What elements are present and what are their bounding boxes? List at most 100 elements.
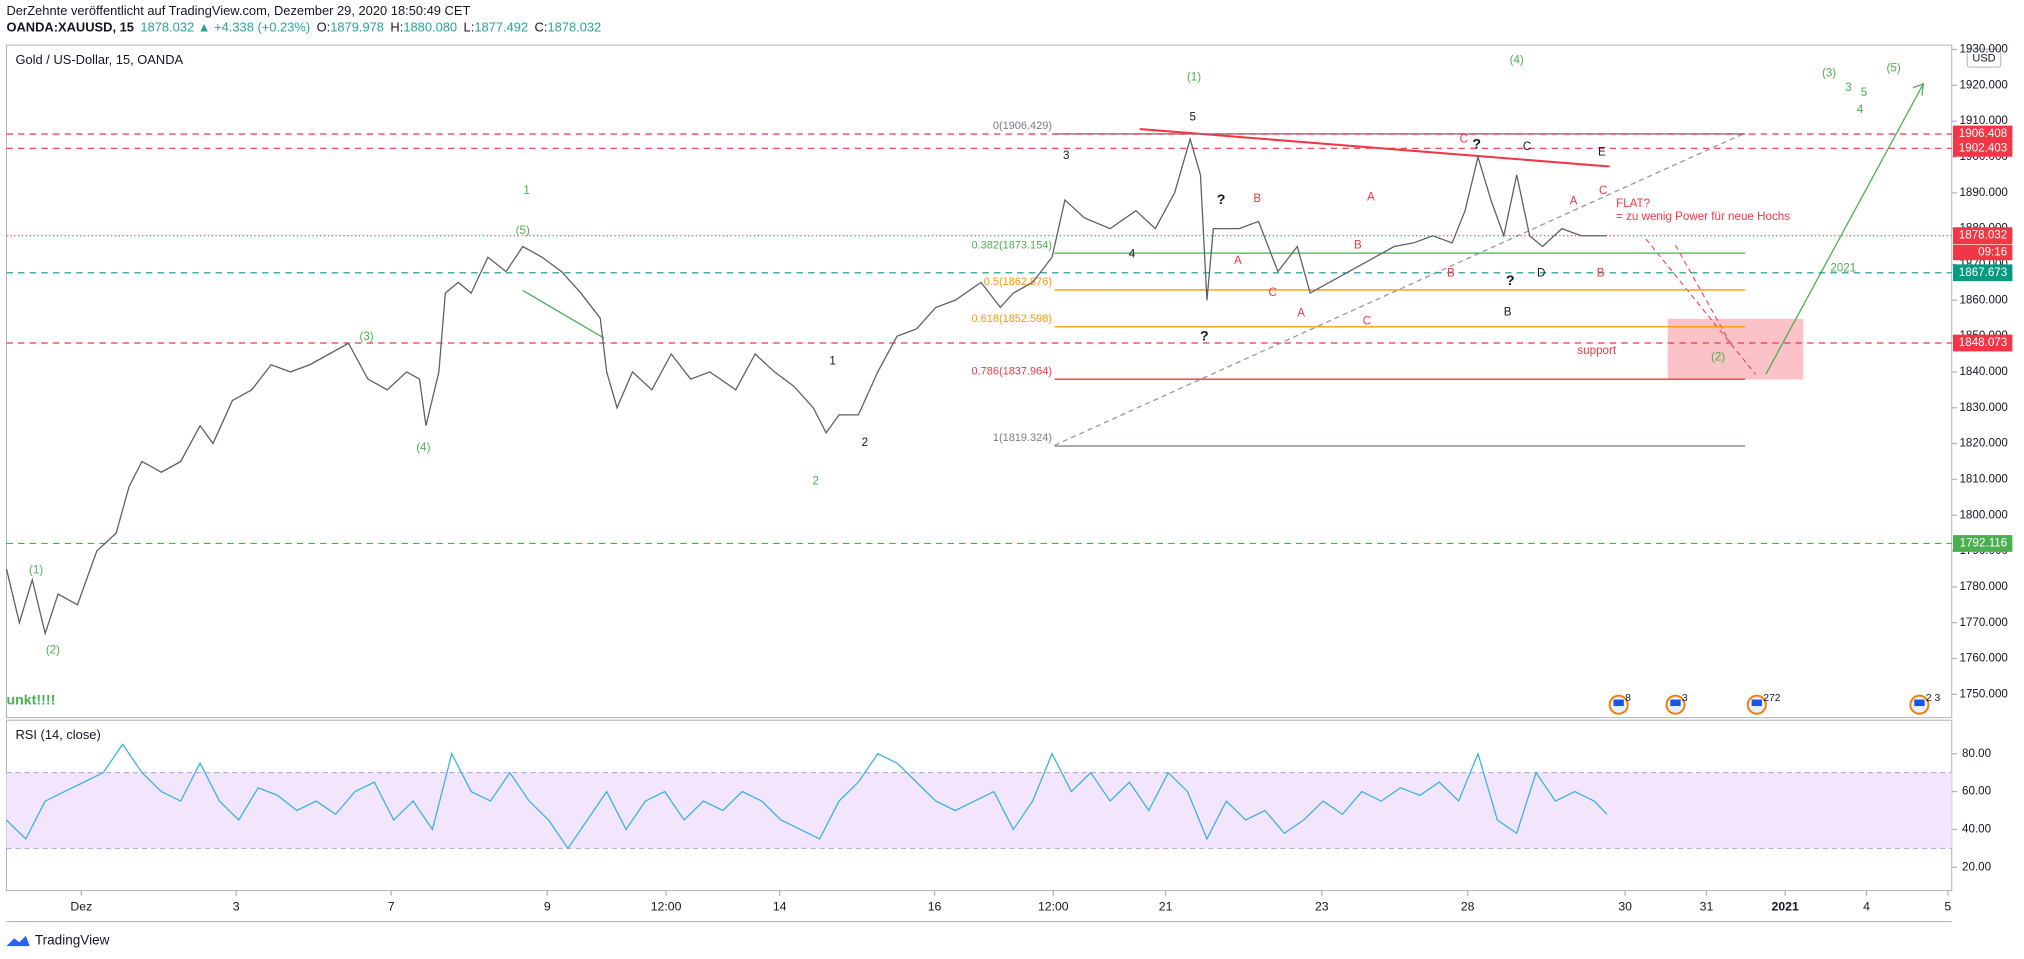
trend-line-green (522, 289, 605, 339)
quote-part: 1880.080 (403, 20, 457, 35)
projection-arrow-red (1645, 238, 1756, 375)
y-tick-label: 1770.000 (1959, 616, 2007, 629)
x-tick-label: 16 (928, 900, 942, 914)
y-tick-label: 1920.000 (1959, 78, 2007, 91)
rsi-tick-label: 40.00 (1962, 823, 1991, 836)
y-tick-label: 1760.000 (1959, 652, 2007, 665)
price-box-label: 1902.403 (1959, 141, 2007, 154)
x-tick-label: Dez (70, 900, 92, 914)
price-box (1953, 334, 2013, 352)
annotation: C (1523, 140, 1531, 153)
annotation: 4 (1857, 103, 1864, 116)
annotation: ? (1200, 329, 1209, 345)
annotation: C (1460, 132, 1468, 145)
support-zone (1667, 318, 1804, 380)
annotation: (2) (1711, 351, 1725, 364)
annotation: support (1577, 344, 1616, 357)
rsi-line (6, 743, 1608, 850)
quote-part: O: (317, 20, 331, 35)
event-flag (1670, 699, 1681, 707)
fib-label: 0.5(1862.876) (984, 276, 1052, 288)
annotation: 1 (829, 354, 835, 367)
annotation: A (1367, 191, 1375, 204)
annotation: B (1253, 192, 1261, 205)
event-count: 8 (1625, 693, 1631, 704)
annotation: (1) (1187, 71, 1201, 84)
price-box (1953, 227, 2013, 245)
rsi-tick-label: 20.00 (1962, 860, 1991, 873)
annotation: E (1598, 145, 1606, 158)
y-tick-label: 1830.000 (1959, 401, 2007, 414)
x-tick-label: 5 (1944, 900, 1951, 914)
quote-part: H: (390, 20, 403, 35)
currency-button[interactable] (1966, 48, 2002, 68)
annotation: B (1504, 305, 1512, 318)
annotation: 2021 (1830, 262, 1856, 275)
price-box-label: 1792.116 (1960, 537, 2008, 550)
x-tick-label: 4 (1863, 900, 1870, 914)
logo-icon (6, 935, 30, 947)
annotation: A (1570, 194, 1578, 207)
quote-part: 1878.032 (547, 20, 601, 35)
logo: TradingView (6, 933, 110, 948)
chart-layer: 1750.0001760.0001770.0001780.0001790.000… (5, 43, 2013, 914)
price-box (1953, 139, 2013, 157)
fib-label: 1(1819.324) (993, 432, 1052, 444)
fib-label: 0(1906.429) (993, 120, 1052, 132)
quote-part: C: (535, 20, 548, 35)
annotation: 3 (1845, 81, 1851, 94)
x-tick-label: 3 (233, 900, 240, 914)
annotation: (1) (29, 564, 43, 577)
price-box (1953, 535, 2013, 552)
fib-label: 0.382(1873.154) (971, 239, 1052, 251)
y-tick-label: 1800.000 (1959, 508, 2007, 521)
event-count: 272 (1763, 693, 1780, 704)
annotation: (4) (1510, 54, 1524, 67)
annotation: (3) (359, 330, 373, 343)
annotation: ? (1217, 192, 1226, 208)
annotation: (5) (1887, 61, 1901, 74)
annotation: 5 (1189, 111, 1195, 124)
y-tick-label: 1930.000 (1959, 43, 2007, 56)
countdown-box (1953, 244, 2013, 261)
arrow-head (1912, 82, 1925, 96)
annotation: = zu wenig Power für neue Hochs (1616, 210, 1790, 223)
y-tick-label: 1860.000 (1959, 293, 2007, 306)
event-count: 3 (1682, 693, 1688, 704)
countdown: 09:16 (1978, 245, 2007, 258)
event-flag (1613, 699, 1624, 707)
annotation: 4 (1129, 247, 1136, 260)
y-tick-label: 1840.000 (1959, 365, 2007, 378)
y-tick-label: 1820.000 (1959, 437, 2007, 450)
annotation: A (1234, 254, 1242, 267)
projection-arrow (1765, 83, 1924, 375)
annotation: (5) (516, 224, 530, 237)
annotation: (2) (46, 644, 60, 657)
x-tick-label: 31 (1700, 900, 1714, 914)
price-pane (5, 44, 1953, 719)
annotation: B (1597, 267, 1605, 280)
rsi-tick-label: 60.00 (1962, 785, 1991, 798)
x-tick-label: 12:00 (1038, 900, 1069, 914)
price-box-label: 1878.032 (1959, 229, 2007, 242)
event-flag (1751, 699, 1762, 707)
event-flag (1914, 699, 1925, 707)
price-box-label: 1848.073 (1959, 336, 2007, 349)
projection-arrow-red (1675, 244, 1731, 343)
symbol-line: OANDA:XAUUSD, 15 1878.032 ▲ +4.338 (+0.23… (6, 20, 601, 35)
quote-part: 1878.032 ▲ +4.338 (+0.23%) (140, 20, 310, 35)
x-tick-label: 7 (388, 900, 395, 914)
y-tick-label: 1750.000 (1959, 687, 2007, 700)
publisher-line: DerZehnte veröffentlicht auf TradingView… (6, 3, 470, 18)
annotation: C (1269, 286, 1277, 299)
rsi-tick-label: 80.00 (1962, 747, 1991, 760)
annotation: D (1537, 267, 1545, 280)
annotation: 2 (813, 474, 819, 487)
price-box-label: 1906.408 (1959, 127, 2007, 140)
x-tick-label: 9 (544, 900, 551, 914)
y-tick-label: 1780.000 (1959, 580, 2007, 593)
currency-label: USD (1972, 53, 1995, 65)
quote-part: 1879.978 (330, 20, 384, 35)
price-box-label: 1867.673 (1959, 266, 2007, 279)
